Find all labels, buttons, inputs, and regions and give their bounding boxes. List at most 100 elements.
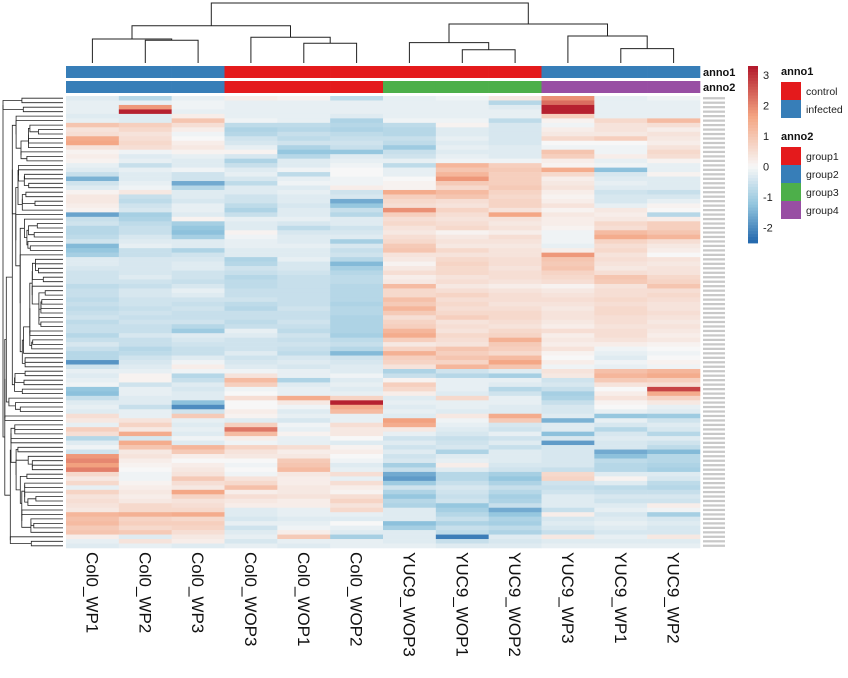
color-scale-step <box>748 198 758 203</box>
heatmap-cell <box>541 368 595 374</box>
dendrogram-branch <box>28 138 63 144</box>
heatmap-cell <box>488 382 542 388</box>
heatmap-cell <box>118 521 172 526</box>
heatmap-cell <box>488 163 542 168</box>
heatmap-cell <box>488 100 542 106</box>
row-label <box>703 338 725 342</box>
heatmap-cell <box>594 382 648 388</box>
row-label <box>703 311 725 315</box>
heatmap-cell <box>541 315 595 321</box>
heatmap-cell <box>171 230 225 236</box>
heatmap-cell <box>224 360 278 365</box>
color-scale-step <box>748 231 758 235</box>
heatmap-cell <box>224 324 278 330</box>
row-label <box>703 383 725 386</box>
anno2-cell <box>330 81 384 93</box>
heatmap-cell <box>330 167 384 173</box>
heatmap-cell <box>488 275 542 280</box>
heatmap-cell <box>277 346 331 352</box>
heatmap-cell <box>435 163 489 168</box>
dendrogram-branch <box>31 460 63 468</box>
heatmap-cell <box>541 480 595 486</box>
dendrogram-branch <box>26 156 63 162</box>
heatmap-cell <box>541 163 595 168</box>
heatmap-cell <box>541 360 595 365</box>
dendrogram-branch <box>30 522 63 533</box>
heatmap-cell <box>541 283 595 289</box>
heatmap-cell <box>277 521 331 526</box>
heatmap-cell <box>118 351 172 356</box>
heatmap-cell <box>435 288 489 294</box>
heatmap-cell <box>541 431 595 437</box>
heatmap-cell <box>594 266 648 271</box>
heatmap-cell <box>594 310 648 316</box>
heatmap-cell <box>435 494 489 500</box>
heatmap-cell <box>224 521 278 526</box>
heatmap-cell <box>224 422 278 428</box>
row-label <box>703 405 725 409</box>
heatmap-cell <box>541 404 595 410</box>
heatmap-cell <box>541 525 595 531</box>
heatmap-cell <box>383 333 437 338</box>
heatmap-cell <box>330 413 384 419</box>
heatmap-cell <box>488 167 542 173</box>
heatmap-cell <box>277 113 331 119</box>
heatmap-cell <box>541 467 595 473</box>
row-label <box>703 213 725 216</box>
heatmap-cell <box>435 373 489 379</box>
heatmap-cell <box>118 131 172 137</box>
heatmap-cell <box>330 458 384 464</box>
heatmap-cell <box>118 136 172 142</box>
heatmap-cell <box>488 503 542 509</box>
heatmap-cell <box>383 360 437 365</box>
heatmap-cell <box>277 377 331 383</box>
heatmap-cell <box>277 503 331 509</box>
dendrogram-branch <box>38 317 63 325</box>
color-scale-step <box>748 145 758 149</box>
heatmap-cell <box>277 351 331 356</box>
heatmap-cell <box>488 386 542 392</box>
heatmap-cell <box>488 485 542 491</box>
heatmap-cell <box>647 507 701 513</box>
heatmap-cell <box>277 279 331 285</box>
heatmap-cell <box>594 96 648 101</box>
heatmap-cell <box>277 270 331 276</box>
heatmap-cell <box>118 436 172 441</box>
heatmap-cell <box>488 225 542 231</box>
dendrogram-branch <box>567 35 648 63</box>
column-label: YUC9_WP2 <box>664 552 683 644</box>
heatmap-cell <box>171 530 225 535</box>
heatmap-cell <box>435 516 489 522</box>
heatmap-cell <box>488 292 542 298</box>
heatmap-cell <box>488 113 542 119</box>
heatmap-cell <box>435 203 489 209</box>
color-scale-step <box>748 77 758 82</box>
row-label <box>703 159 725 163</box>
heatmap-cell <box>488 185 542 191</box>
heatmap-cell <box>435 404 489 410</box>
heatmap-cell <box>118 230 172 236</box>
heatmap-cell <box>171 377 225 383</box>
heatmap-cell <box>594 445 648 450</box>
heatmap-cell <box>488 445 542 450</box>
heatmap-cell <box>330 279 384 285</box>
heatmap-cell <box>118 270 172 276</box>
heatmap-cell <box>224 266 278 271</box>
heatmap-cell <box>435 409 489 415</box>
heatmap-cell <box>224 377 278 383</box>
color-scale-step <box>748 127 758 132</box>
heatmap-cell <box>118 288 172 294</box>
heatmap-cell <box>383 172 437 177</box>
heatmap-cell <box>594 158 648 164</box>
dendrogram-branch <box>15 459 29 491</box>
row-label <box>703 249 725 252</box>
heatmap-cell <box>594 198 648 204</box>
heatmap-cell <box>647 543 701 549</box>
heatmap-cell <box>277 480 331 486</box>
color-scale-step <box>748 186 758 191</box>
heatmap-cell <box>383 539 437 544</box>
heatmap-cell <box>647 136 701 142</box>
heatmap-cell <box>541 149 595 155</box>
heatmap-cell <box>171 543 225 549</box>
heatmap-cell <box>171 113 225 119</box>
